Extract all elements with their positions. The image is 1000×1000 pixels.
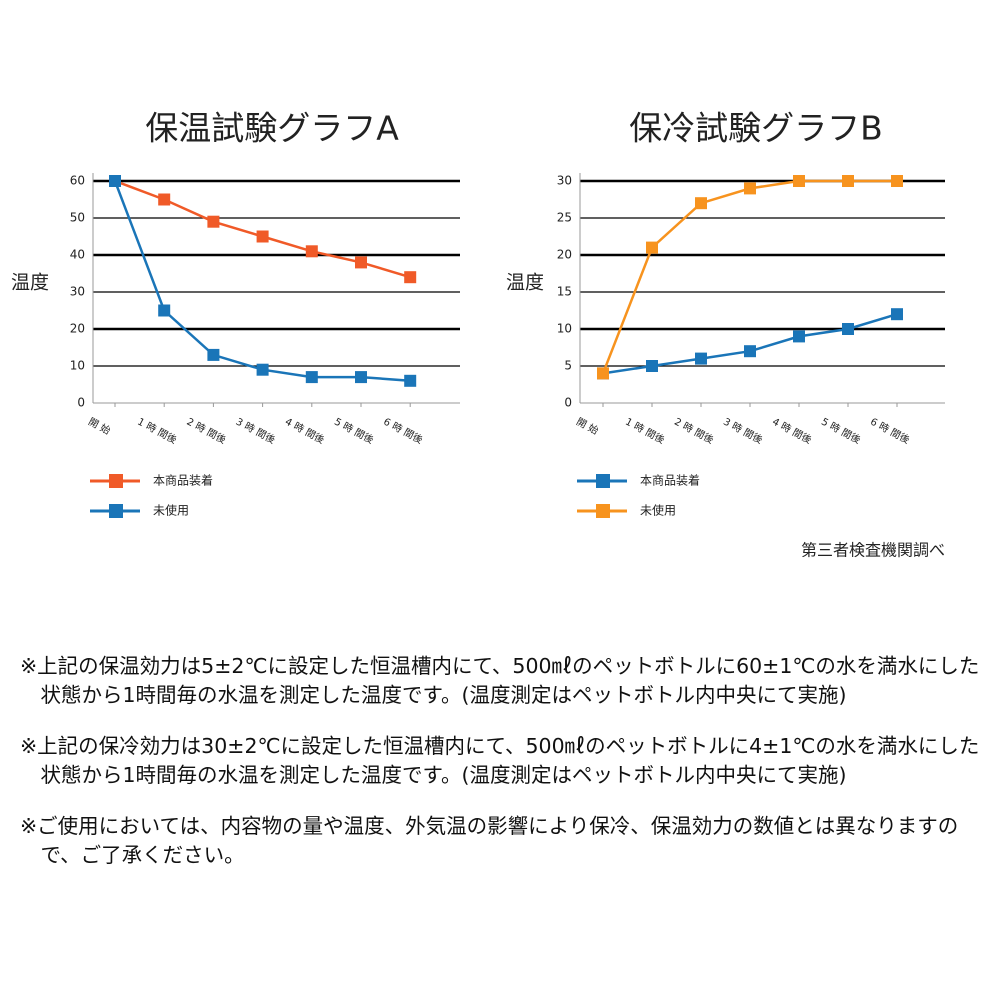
y-tick-label: 5	[564, 359, 572, 373]
point	[305, 245, 318, 258]
point	[158, 193, 171, 206]
y-tick-label: 50	[70, 211, 85, 225]
legend-marker	[596, 504, 610, 518]
point	[305, 371, 318, 384]
x-tick-label: 3 時 間後	[721, 415, 765, 447]
legend-marker	[109, 504, 123, 518]
point	[695, 197, 707, 210]
point	[597, 367, 609, 380]
legend-label: 未使用	[153, 503, 189, 518]
x-tick-label: 4 時 間後	[283, 415, 327, 447]
note: ※ご使用においては、内容物の量や温度、外気温の影響により保冷、保温効力の数値とは…	[20, 814, 959, 867]
point	[793, 175, 805, 187]
x-tick-label: 2 時 間後	[185, 415, 229, 447]
x-tick-label: 6 時 間後	[381, 415, 425, 447]
legend-label: 本商品装着	[153, 473, 213, 488]
point	[695, 352, 707, 365]
y-tick-label: 10	[557, 322, 572, 336]
y-tick-label: 20	[557, 248, 572, 262]
notes: ※上記の保温効力は5±2℃に設定した恒温槽内にて、500㎖のペットボトルに60±…	[20, 652, 985, 892]
x-tick-label: 5 時 間後	[332, 415, 376, 447]
y-axis-label: 温度	[506, 272, 544, 294]
point	[256, 230, 269, 243]
x-tick-label: 6 時 間後	[868, 415, 912, 447]
point	[891, 175, 903, 187]
y-tick-label: 60	[70, 174, 85, 188]
series-line	[113, 180, 411, 383]
y-tick-label: 10	[70, 359, 85, 373]
chart-title: 保冷試験グラフB	[629, 109, 883, 148]
x-tick-label: 3 時 間後	[234, 415, 278, 447]
point	[158, 304, 171, 317]
legend-marker	[596, 474, 610, 488]
point	[109, 175, 121, 187]
x-tick-label: 5 時 間後	[819, 415, 863, 447]
y-tick-label: 15	[557, 285, 572, 299]
source: 第三者検査機関調べ	[801, 541, 945, 560]
legend-label: 本商品装着	[640, 473, 700, 488]
y-tick-label: 25	[557, 211, 572, 225]
point	[355, 256, 367, 269]
point	[404, 271, 417, 284]
y-axis-label: 温度	[11, 272, 49, 294]
x-tick-label: 4 時 間後	[770, 415, 814, 447]
legend-label: 未使用	[640, 503, 676, 518]
y-tick-label: 0	[77, 396, 85, 410]
y-tick-label: 20	[70, 322, 85, 336]
point	[207, 348, 220, 361]
point	[842, 175, 854, 187]
point	[646, 241, 658, 254]
x-tick-label: 2 時 間後	[672, 415, 716, 447]
point	[744, 182, 756, 195]
point	[646, 360, 658, 372]
x-tick-label: 開 始	[574, 415, 601, 437]
note: ※上記の保冷効力は30±2℃に設定した恒温槽内にて、500㎖のペットボトルに4±…	[20, 734, 980, 787]
point	[207, 215, 220, 228]
point	[744, 345, 756, 358]
point	[256, 363, 269, 376]
chart-title: 保温試験グラフA	[145, 109, 399, 148]
y-tick-label: 30	[70, 285, 85, 299]
point	[842, 323, 854, 335]
series-line	[601, 179, 897, 374]
y-tick-label: 30	[557, 174, 572, 188]
x-tick-label: 1 時 間後	[135, 415, 179, 447]
x-tick-label: 開 始	[86, 415, 113, 437]
point	[793, 330, 805, 343]
legend-marker	[109, 474, 123, 488]
y-tick-label: 40	[70, 248, 85, 262]
y-tick-label: 0	[564, 396, 572, 410]
x-tick-label: 1 時 間後	[623, 415, 667, 447]
point	[404, 374, 417, 387]
point	[355, 371, 367, 384]
note: ※上記の保温効力は5±2℃に設定した恒温槽内にて、500㎖のペットボトルに60±…	[20, 654, 980, 707]
point	[891, 308, 903, 321]
